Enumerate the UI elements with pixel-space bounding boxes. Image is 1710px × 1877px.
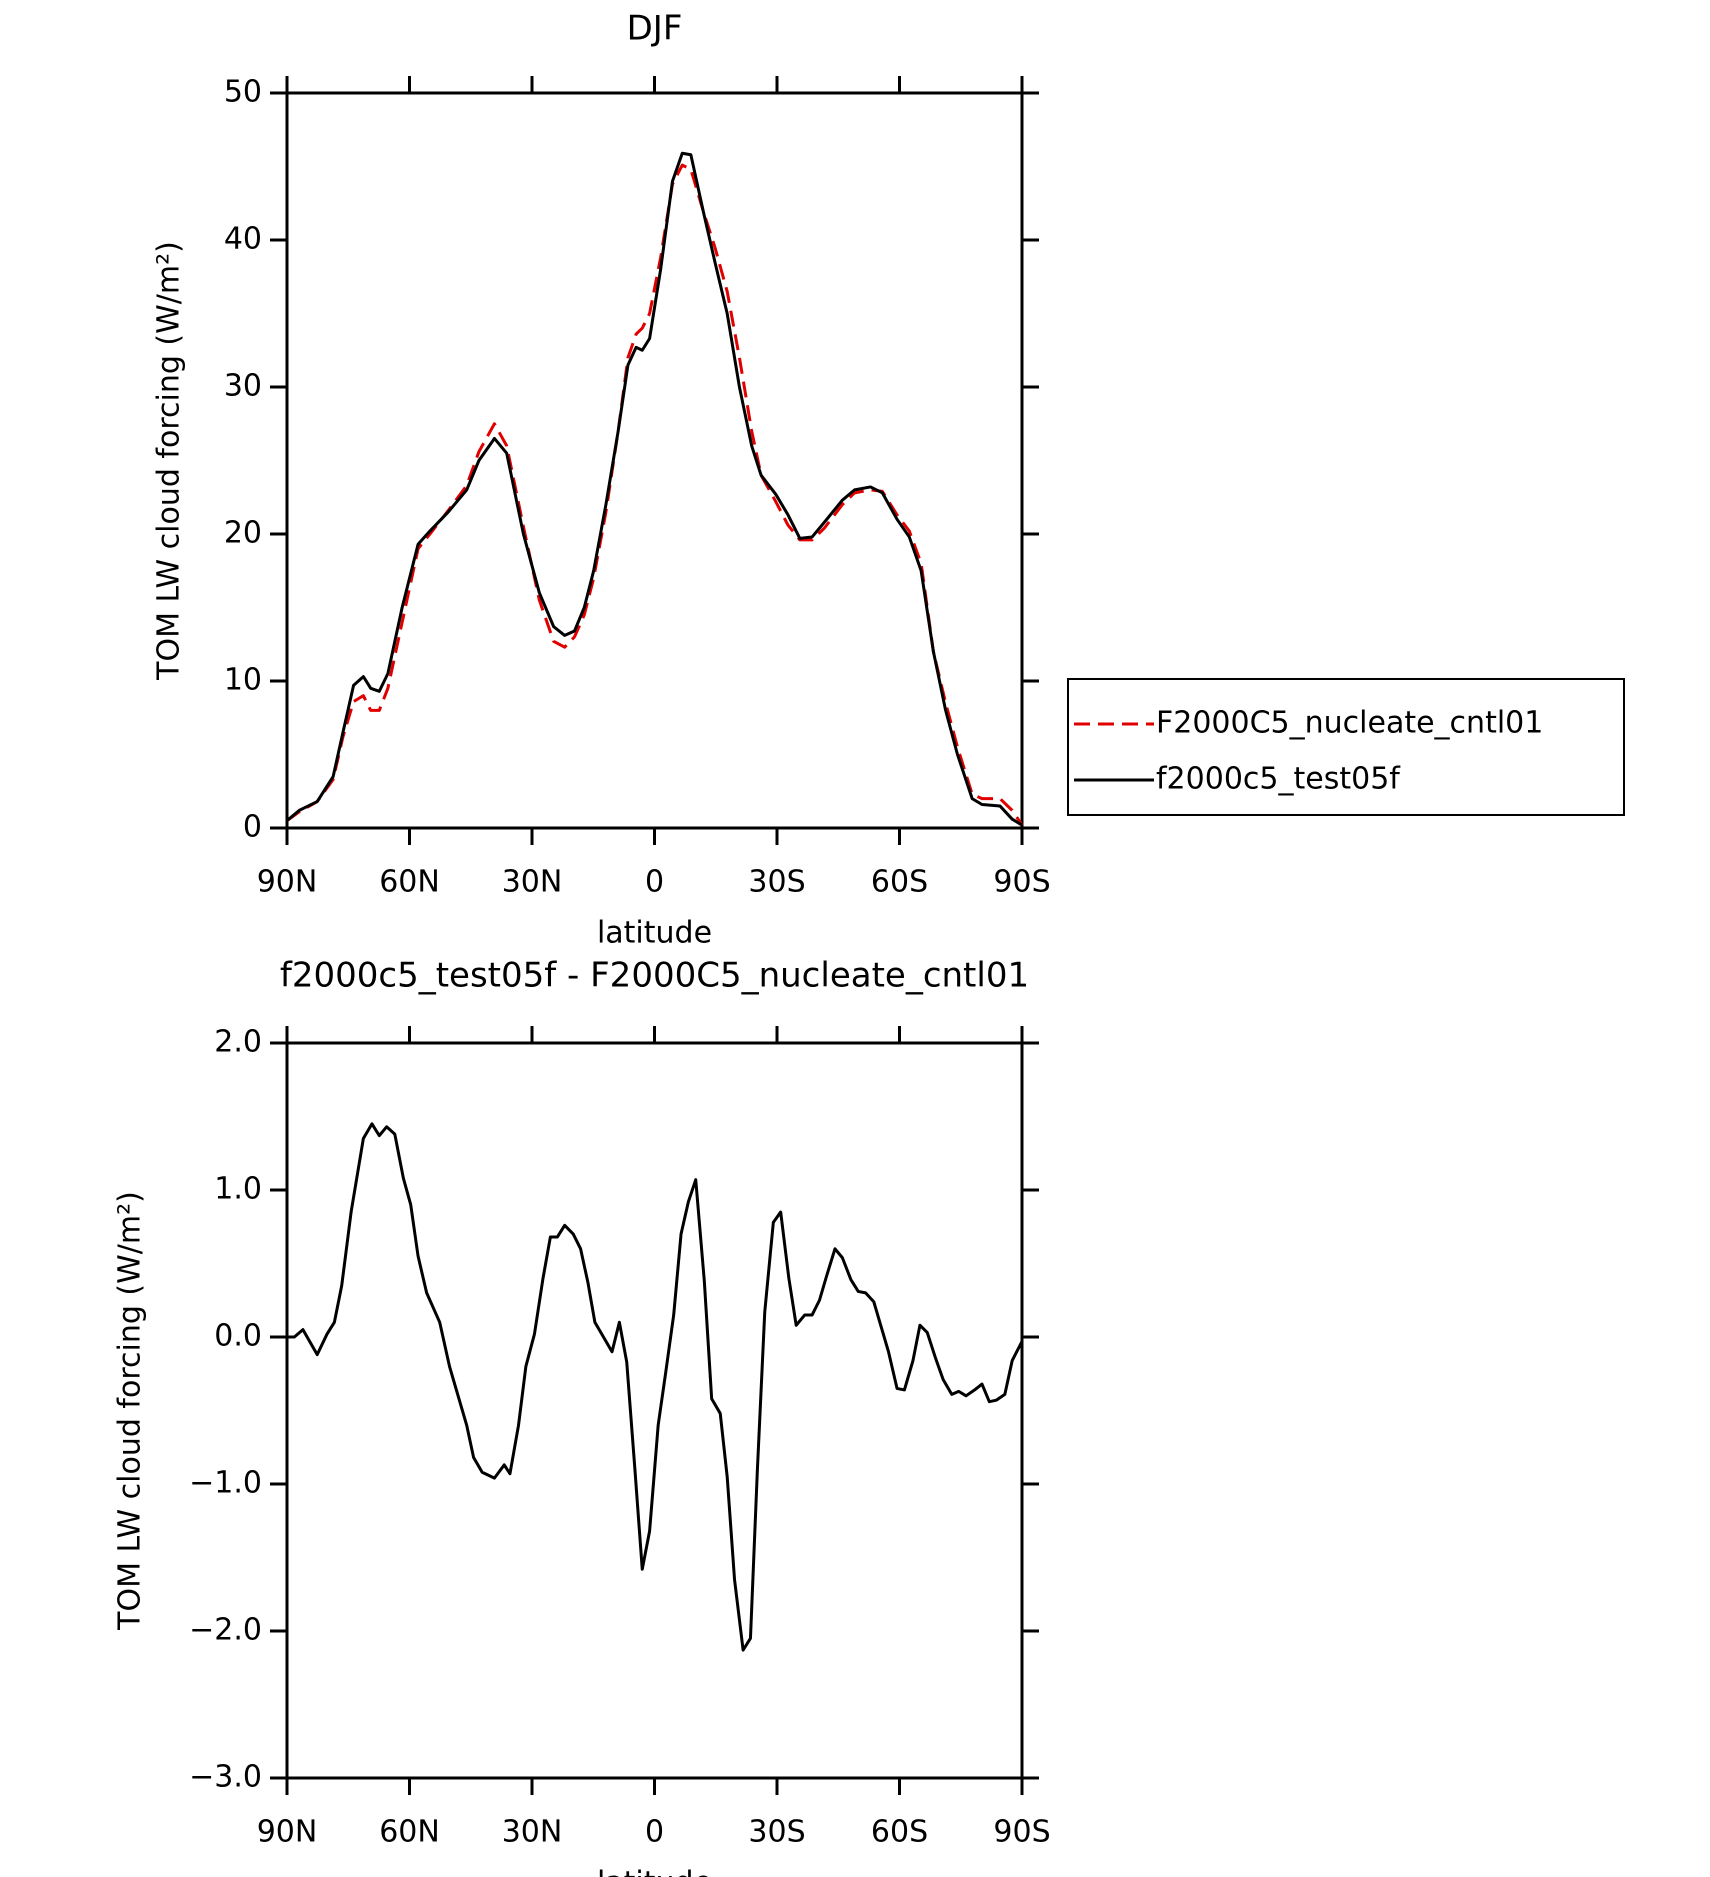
y-tick-label: −2.0: [189, 1613, 262, 1648]
x-axis-label: latitude: [597, 916, 712, 951]
y-axis-label: TOM LW cloud forcing (W/m²): [113, 1191, 148, 1631]
x-tick-label: 90N: [257, 865, 318, 900]
x-tick-label: 60S: [871, 1815, 928, 1850]
x-tick-label: 90S: [993, 1815, 1050, 1850]
x-tick-label: 90S: [993, 865, 1050, 900]
y-tick-label: 30: [224, 369, 262, 404]
x-tick-label: 90N: [257, 1815, 318, 1850]
chart-title: f2000c5_test05f - F2000C5_nucleate_cntl0…: [280, 956, 1029, 996]
y-tick-label: 20: [224, 516, 262, 551]
legend-box: [1067, 678, 1625, 816]
y-tick-label: 2.0: [214, 1025, 262, 1060]
x-tick-label: 0: [645, 865, 664, 900]
x-axis-label: latitude: [597, 1866, 712, 1877]
data-line: [286, 163, 1024, 826]
plot-frame: [285, 91, 1024, 830]
x-tick-label: 30S: [748, 865, 805, 900]
x-tick-label: 30N: [502, 1815, 563, 1850]
y-tick-label: 0.0: [214, 1319, 262, 1354]
x-tick-label: 60S: [871, 865, 928, 900]
y-tick-label: 1.0: [214, 1172, 262, 1207]
x-tick-label: 60N: [379, 1815, 440, 1850]
chart-title: DJF: [627, 9, 683, 49]
data-line: [286, 151, 1023, 827]
y-axis-label: TOM LW cloud forcing (W/m²): [152, 241, 187, 681]
x-tick-label: 30S: [748, 1815, 805, 1850]
x-tick-label: 60N: [379, 865, 440, 900]
y-tick-label: 10: [224, 663, 262, 698]
y-tick-label: 0: [243, 810, 262, 845]
y-tick-label: 40: [224, 222, 262, 257]
y-tick-label: −1.0: [189, 1466, 262, 1501]
y-tick-label: 50: [224, 75, 262, 110]
x-tick-label: 30N: [502, 865, 563, 900]
y-tick-label: −3.0: [189, 1760, 262, 1795]
legend-label: F2000C5_nucleate_cntl01: [1156, 706, 1543, 741]
x-tick-label: 0: [645, 1815, 664, 1850]
legend-label: f2000c5_test05f: [1156, 762, 1401, 797]
data-line: [287, 1122, 1024, 1652]
